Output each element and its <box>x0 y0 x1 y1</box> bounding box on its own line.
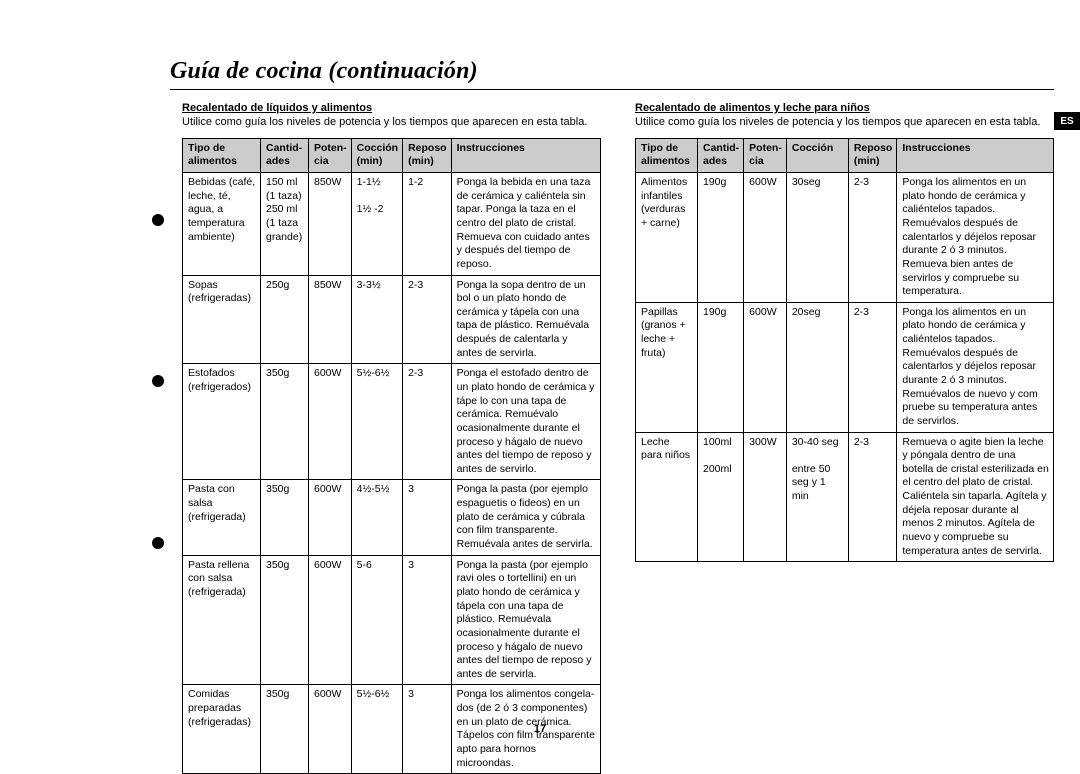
table-cell: 2-3 <box>848 173 897 303</box>
table-cell: Ponga el estofado dentro de un plato hon… <box>451 364 600 480</box>
table-cell: 2-3 <box>848 432 897 562</box>
page-number: 17 <box>0 723 1080 735</box>
table-cell: 600W <box>744 173 787 303</box>
table-cell: 3 <box>403 555 452 685</box>
table-cell: Bebidas (café, leche, té, agua, a temper… <box>183 173 261 275</box>
table-cell: 350g <box>261 364 309 480</box>
table-cell: Pasta con salsa (refrigerada) <box>183 480 261 555</box>
left-intro: Utilice como guía los niveles de potenci… <box>182 116 601 130</box>
th-coc: Cocción (min) <box>351 138 402 172</box>
table-row: Sopas (refrigeradas)250g850W3-3½2-3Ponga… <box>183 275 601 364</box>
right-table: Tipo de alimentos Cantid-ades Poten-cia … <box>635 138 1054 563</box>
right-intro: Utilice como guía los niveles de potenci… <box>635 116 1054 130</box>
right-subheading: Recalentado de alimentos y leche para ni… <box>635 102 1054 114</box>
table-cell: 350g <box>261 480 309 555</box>
table-cell: 350g <box>261 555 309 685</box>
th-rep: Reposo (min) <box>403 138 452 172</box>
th-pot: Poten-cia <box>309 138 352 172</box>
table-cell: 2-3 <box>848 302 897 432</box>
table-cell: 300W <box>744 432 787 562</box>
table-cell: Pasta rellena con salsa (refrigerada) <box>183 555 261 685</box>
table-cell: 20seg <box>786 302 848 432</box>
table-cell: Ponga los alimentos en un plato hondo de… <box>897 173 1054 303</box>
table-cell: Leche para niños <box>636 432 698 562</box>
table-cell: Ponga la pasta (por ejemplo espaguetis o… <box>451 480 600 555</box>
table-cell: 30seg <box>786 173 848 303</box>
th-ins: Instrucciones <box>897 138 1054 172</box>
table-cell: Alimentos infantiles (verduras + carne) <box>636 173 698 303</box>
table-cell: 250g <box>261 275 309 364</box>
left-column: Recalentado de líquidos y alimentos Util… <box>182 102 601 774</box>
table-cell: 5½-6½ <box>351 364 402 480</box>
table-cell: Estofados (refrigerados) <box>183 364 261 480</box>
th-cant: Cantid-ades <box>261 138 309 172</box>
table-cell: 1-1½ 1½ -2 <box>351 173 402 275</box>
table-cell: 30-40 seg entre 50 seg y 1 min <box>786 432 848 562</box>
binder-hole <box>152 537 164 549</box>
binder-hole <box>152 375 164 387</box>
table-cell: 850W <box>309 275 352 364</box>
table-cell: 850W <box>309 173 352 275</box>
table-cell: Ponga la sopa dentro de un bol o un plat… <box>451 275 600 364</box>
table-cell: Ponga la bebida en una taza de cerámica … <box>451 173 600 275</box>
table-cell: 600W <box>309 480 352 555</box>
table-cell: 3-3½ <box>351 275 402 364</box>
table-row: Bebidas (café, leche, té, agua, a temper… <box>183 173 601 275</box>
table-cell: 5-6 <box>351 555 402 685</box>
left-table: Tipo de alimentos Cantid-ades Poten-cia … <box>182 138 601 774</box>
th-tipo: Tipo de alimentos <box>636 138 698 172</box>
table-cell: Remueva o agite bien la leche y póngala … <box>897 432 1054 562</box>
th-coc: Cocción <box>786 138 848 172</box>
right-column: Recalentado de alimentos y leche para ni… <box>635 102 1054 774</box>
table-cell: 2-3 <box>403 275 452 364</box>
language-tag: ES <box>1054 112 1080 130</box>
table-cell: Sopas (refrigeradas) <box>183 275 261 364</box>
table-cell: 150 ml (1 taza) 250 ml (1 taza grande) <box>261 173 309 275</box>
table-cell: 190g <box>698 302 744 432</box>
table-row: Estofados (refrigerados)350g600W5½-6½2-3… <box>183 364 601 480</box>
table-cell: 600W <box>309 364 352 480</box>
table-cell: 190g <box>698 173 744 303</box>
table-cell: 1-2 <box>403 173 452 275</box>
table-row: Leche para niños100ml 200ml300W30-40 seg… <box>636 432 1054 562</box>
table-cell: 2-3 <box>403 364 452 480</box>
table-cell: 3 <box>403 480 452 555</box>
content-columns: Recalentado de líquidos y alimentos Util… <box>0 102 1080 774</box>
page-title: Guía de cocina (continuación) <box>170 0 1054 90</box>
th-pot: Poten-cia <box>744 138 787 172</box>
table-cell: 4½-5½ <box>351 480 402 555</box>
binder-hole <box>152 214 164 226</box>
table-cell: 600W <box>309 555 352 685</box>
table-cell: Ponga la pasta (por ejemplo ravi oles o … <box>451 555 600 685</box>
table-cell: 100ml 200ml <box>698 432 744 562</box>
left-subheading: Recalentado de líquidos y alimentos <box>182 102 601 114</box>
table-row: Papillas (granos + leche + fruta)190g600… <box>636 302 1054 432</box>
table-cell: 600W <box>744 302 787 432</box>
th-cant: Cantid-ades <box>698 138 744 172</box>
table-cell: Ponga los alimentos en un plato hondo de… <box>897 302 1054 432</box>
th-ins: Instrucciones <box>451 138 600 172</box>
table-row: Pasta rellena con salsa (refrigerada)350… <box>183 555 601 685</box>
table-row: Pasta con salsa (refrigerada)350g600W4½-… <box>183 480 601 555</box>
th-tipo: Tipo de alimentos <box>183 138 261 172</box>
table-cell: Papillas (granos + leche + fruta) <box>636 302 698 432</box>
table-row: Alimentos infantiles (verduras + carne)1… <box>636 173 1054 303</box>
th-rep: Reposo (min) <box>848 138 897 172</box>
